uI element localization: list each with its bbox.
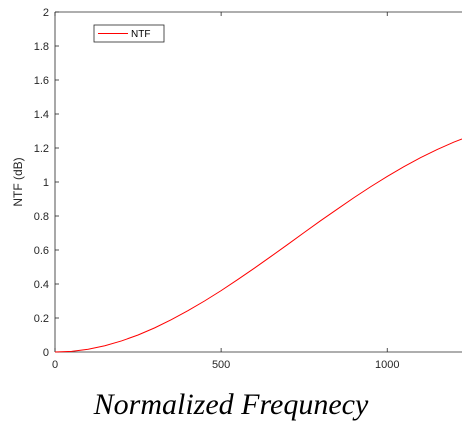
x-ticks: 0 500 1000 bbox=[52, 12, 399, 371]
series-layer bbox=[54, 138, 462, 353]
y-axis-label: NTF (dB) bbox=[11, 157, 25, 206]
y-tick-label: 0.8 bbox=[34, 211, 49, 223]
y-tick-label: 2 bbox=[43, 7, 49, 19]
plot-area bbox=[55, 12, 462, 352]
legend: NTF bbox=[93, 24, 165, 43]
y-tick-label: 0.2 bbox=[34, 313, 49, 325]
y-tick-label: 0.4 bbox=[34, 279, 49, 291]
legend-box bbox=[93, 24, 165, 43]
legend-label-ntf: NTF bbox=[131, 29, 150, 40]
y-tick-label: 0 bbox=[43, 347, 49, 359]
x-tick-label: 500 bbox=[212, 359, 230, 371]
y-ticks: 0 0.2 0.4 0.6 0.8 1 1.2 1.4 1.6 1.8 2 bbox=[34, 7, 59, 359]
y-tick-label: 1.2 bbox=[34, 143, 49, 155]
y-tick-label: 1.6 bbox=[34, 75, 49, 87]
x-tick-label: 1000 bbox=[375, 359, 399, 371]
x-axis-label: Normalized Frequnecy bbox=[93, 388, 369, 421]
y-tick-label: 1.8 bbox=[34, 41, 49, 53]
y-tick-label: 0.6 bbox=[34, 245, 49, 257]
y-tick-label: 1.4 bbox=[34, 109, 49, 121]
ntf-chart: 0 500 1000 0 0.2 0.4 0.6 0.8 1 1.2 1.4 1.6 1.8 2 NTF… bbox=[11, 7, 462, 371]
x-tick-label: 0 bbox=[52, 359, 58, 371]
series-line-ntf bbox=[54, 138, 462, 353]
y-tick-label: 1 bbox=[43, 177, 49, 189]
